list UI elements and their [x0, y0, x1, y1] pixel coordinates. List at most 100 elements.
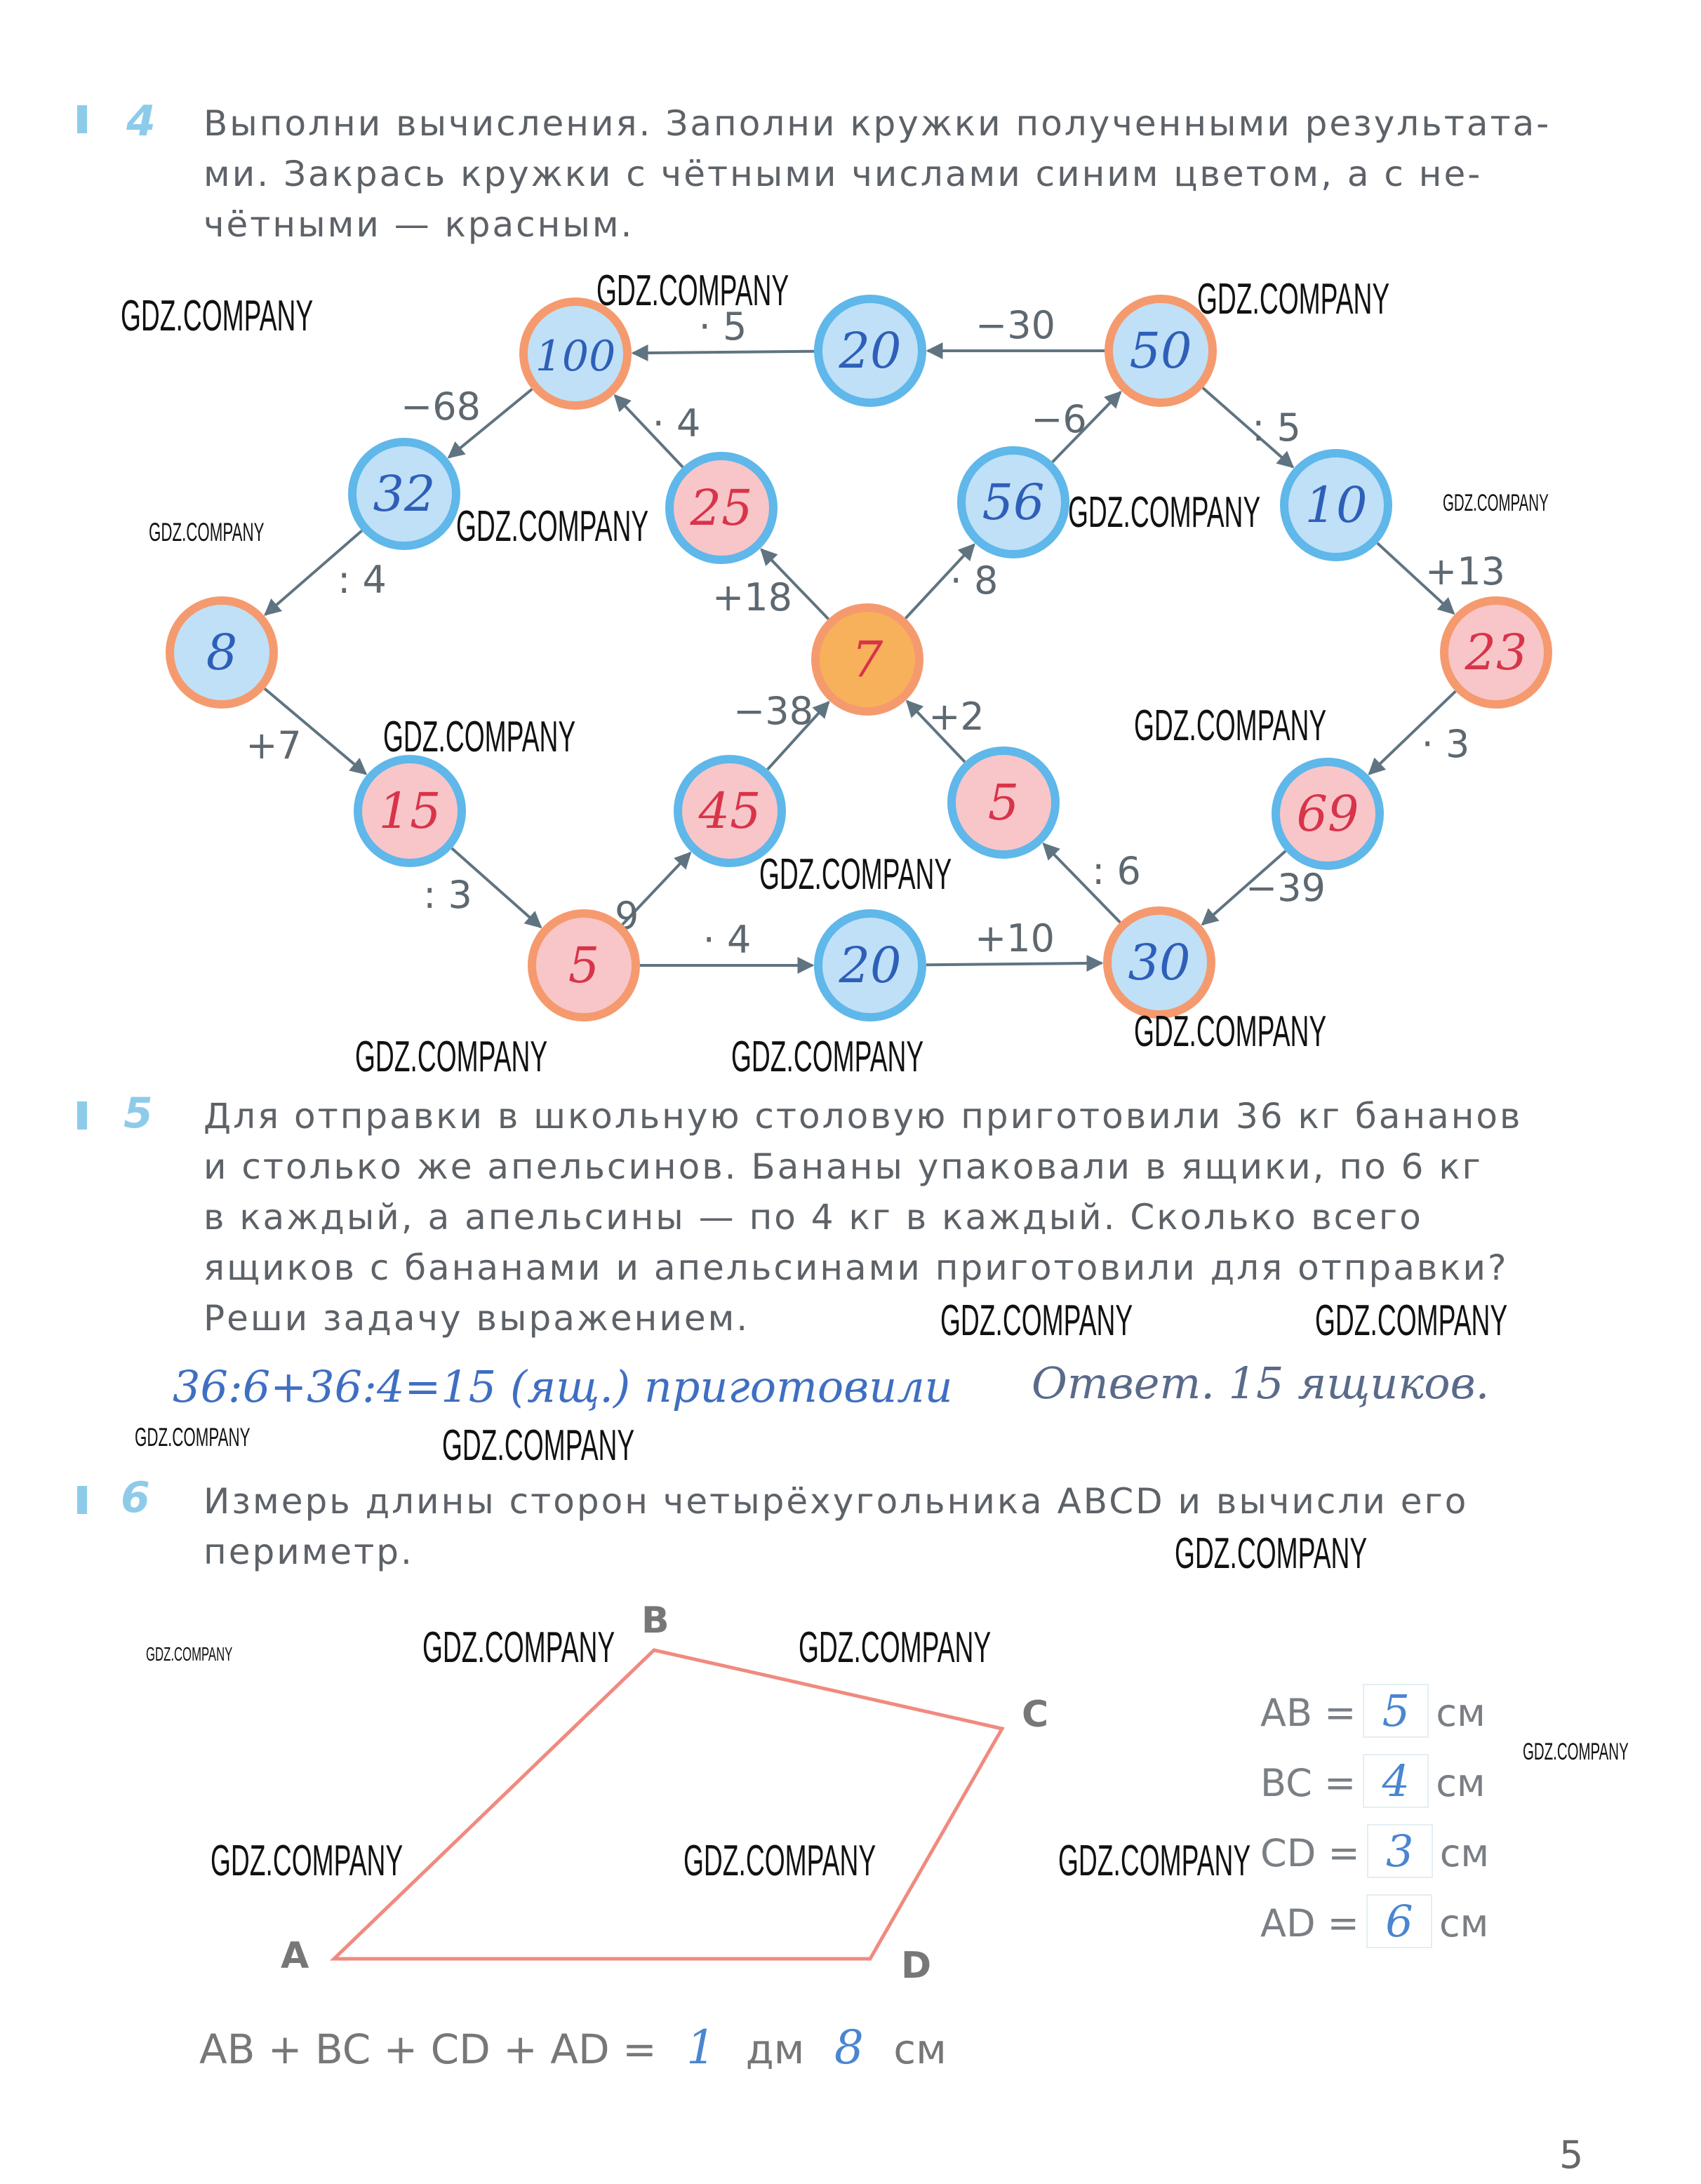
- circle-shape: [1440, 596, 1552, 709]
- circle-n69[interactable]: 69: [1272, 758, 1384, 870]
- watermark: GDZ.COMPANY: [940, 1297, 1133, 1345]
- measurement-label: AB =: [1260, 1691, 1356, 1735]
- circle-n45[interactable]: 45: [674, 755, 786, 867]
- watermark: GDZ.COMPANY: [1315, 1297, 1508, 1345]
- watermark: GDZ.COMPANY: [1068, 488, 1261, 537]
- measurement-value[interactable]: 4: [1363, 1754, 1429, 1808]
- circle-value: 10: [1305, 476, 1367, 534]
- task-6-number: 6: [121, 1473, 150, 1522]
- arrow-n5m-n7: [905, 699, 966, 763]
- arrow-n30-n5m: [1042, 843, 1121, 924]
- perimeter-cm-value[interactable]: 8: [834, 2021, 864, 2075]
- answer-text: Ответ. 15 ящиков.: [1032, 1358, 1490, 1409]
- task-5-number: 5: [124, 1089, 153, 1138]
- perimeter-dm-value[interactable]: 1: [686, 2021, 716, 2075]
- circle-n25[interactable]: 25: [665, 452, 778, 564]
- circle-value: 69: [1296, 785, 1359, 843]
- circle-n50[interactable]: 50: [1105, 295, 1217, 407]
- operation-label: +13: [1425, 549, 1505, 594]
- circle-shape: [947, 746, 1060, 859]
- circle-n10[interactable]: 10: [1280, 449, 1392, 561]
- circle-shape: [665, 452, 778, 564]
- measurement-label: AD =: [1260, 1901, 1359, 1945]
- measurement-value[interactable]: 5: [1363, 1684, 1429, 1738]
- task-4-text: Выполни вычисления. Заполни кружки получ…: [204, 98, 1583, 250]
- circle-value: 5: [568, 937, 600, 994]
- circle-n15[interactable]: 15: [354, 755, 466, 867]
- watermark: GDZ.COMPANY: [149, 517, 265, 547]
- watermark: GDZ.COMPANY: [1134, 1007, 1327, 1056]
- circle-value: 15: [378, 782, 441, 840]
- task-marker: [77, 1101, 87, 1130]
- circle-shape: [1105, 295, 1217, 407]
- watermark: GDZ.COMPANY: [759, 850, 952, 899]
- circle-n20b[interactable]: 20: [814, 909, 926, 1021]
- watermark: GDZ.COMPANY: [1134, 702, 1327, 750]
- watermark: GDZ.COMPANY: [731, 1033, 924, 1081]
- measurement-ab: AB = 5 см: [1260, 1684, 1486, 1738]
- measurement-unit: см: [1436, 1691, 1486, 1735]
- watermark: GDZ.COMPANY: [442, 1421, 635, 1470]
- arrow-n25-n100: [613, 394, 684, 469]
- text-line: ми. Закрась кружки с чётными числами син…: [204, 154, 1483, 194]
- circle-shape: [674, 755, 786, 867]
- arrow-n100-n32: [447, 388, 533, 459]
- circle-n32[interactable]: 32: [348, 438, 460, 550]
- circle-shape: [519, 297, 632, 410]
- text-line: в каждый, а апельсины — по 4 кг в каждый…: [204, 1197, 1423, 1238]
- text-line: Измерь длины сторон четырёхугольника ABC…: [204, 1481, 1469, 1522]
- circle-n23[interactable]: 23: [1440, 596, 1552, 709]
- watermark: GDZ.COMPANY: [1197, 275, 1390, 323]
- circle-value: 20: [838, 937, 901, 994]
- text-line: периметр.: [204, 1532, 414, 1572]
- circle-n7[interactable]: 7: [811, 603, 923, 716]
- solution-expression: 36:6+36:4=15 (ящ.) приготовили: [173, 1361, 953, 1412]
- circle-shape: [811, 603, 923, 716]
- arrow-n45-n7: [766, 700, 830, 771]
- text-line: Выполни вычисления. Заполни кружки получ…: [204, 103, 1552, 144]
- circle-shape: [1280, 449, 1392, 561]
- measurement-unit: см: [1439, 1831, 1490, 1875]
- arrow-n15-n5b: [451, 847, 542, 929]
- circle-value: 20: [838, 322, 901, 380]
- circle-n5b[interactable]: 5: [528, 909, 640, 1021]
- circle-value: 100: [535, 332, 616, 381]
- circle-value: 45: [698, 782, 761, 840]
- perimeter-cm-unit: см: [893, 2025, 947, 2073]
- circle-n20t[interactable]: 20: [814, 295, 926, 407]
- circle-value: 32: [373, 465, 435, 523]
- operation-label: +18: [712, 575, 792, 619]
- operation-label: +2: [928, 695, 985, 739]
- measurement-value[interactable]: 6: [1366, 1894, 1432, 1948]
- measurement-ad: AD = 6 см: [1260, 1894, 1488, 1948]
- operation-label: −39: [1246, 866, 1326, 910]
- arrow-n69-n30: [1201, 850, 1287, 926]
- circle-shape: [814, 909, 926, 1021]
- circle-n8[interactable]: 8: [166, 596, 278, 709]
- circle-n100[interactable]: 100: [519, 297, 632, 410]
- circle-n56[interactable]: 56: [957, 446, 1069, 558]
- watermark: GDZ.COMPANY: [1175, 1529, 1368, 1578]
- watermark: GDZ.COMPANY: [1443, 490, 1549, 516]
- circle-n5m[interactable]: 5: [947, 746, 1060, 859]
- task-5-text: Для отправки в школьную столовую пригото…: [204, 1091, 1583, 1344]
- arrow-n50-n10: [1201, 387, 1295, 469]
- arrow-n8-n15: [263, 688, 368, 775]
- operation-label: −38: [733, 689, 813, 733]
- watermark: GDZ.COMPANY: [456, 502, 649, 551]
- measurement-value[interactable]: 3: [1366, 1824, 1433, 1878]
- text-line: чётными — красным.: [204, 204, 634, 245]
- circle-shape: [354, 755, 466, 867]
- circle-value: 30: [1128, 934, 1190, 991]
- circle-n30[interactable]: 30: [1103, 906, 1215, 1019]
- text-line: Для отправки в школьную столовую пригото…: [204, 1096, 1523, 1137]
- operation-label: −6: [1031, 397, 1087, 441]
- operation-label: −30: [975, 303, 1055, 347]
- circle-shape: [957, 446, 1069, 558]
- operation-label: +10: [975, 916, 1055, 960]
- task-6-text: Измерь длины сторон четырёхугольника ABC…: [204, 1476, 1583, 1577]
- arrow-n5b-n45: [621, 851, 692, 926]
- watermark: GDZ.COMPANY: [683, 1837, 876, 1885]
- operation-label: : 5: [1252, 406, 1301, 450]
- operation-label: +7: [246, 723, 302, 768]
